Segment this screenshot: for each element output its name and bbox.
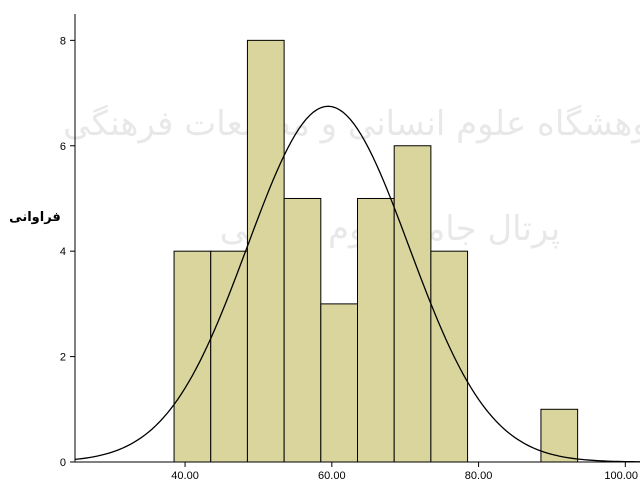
y-axis-label: فراوانی <box>9 210 61 225</box>
y-tick-label: 8 <box>60 35 66 47</box>
y-tick-label: 6 <box>60 141 66 153</box>
normal-curve <box>74 105 640 463</box>
histogram-bar <box>320 303 358 463</box>
histogram-bar <box>430 250 469 463</box>
x-tick-label: 80.00 <box>465 470 493 482</box>
histogram-bar <box>357 197 395 463</box>
histogram-bar <box>246 39 285 463</box>
x-tick-label: 40.00 <box>171 470 199 482</box>
histogram-bar <box>283 197 322 463</box>
histogram-bar <box>210 250 248 463</box>
y-tick-label: 2 <box>60 352 66 364</box>
histogram-bar <box>393 145 432 463</box>
histogram-bars <box>173 39 579 463</box>
y-axis-ticks: 0 2 4 6 8 <box>60 35 75 469</box>
y-tick-label: 0 <box>60 457 66 469</box>
histogram-bar <box>540 408 579 463</box>
x-axis-ticks: 40.00 60.00 80.00 100.00 <box>171 462 638 482</box>
histogram-bar <box>173 250 212 463</box>
y-tick-label: 4 <box>60 246 66 258</box>
watermark-line-1: پژوهشگاه علوم انسانی و مطالعات فرهنگی <box>63 104 640 144</box>
x-tick-label: 100.00 <box>604 470 638 482</box>
x-tick-label: 60.00 <box>318 470 346 482</box>
